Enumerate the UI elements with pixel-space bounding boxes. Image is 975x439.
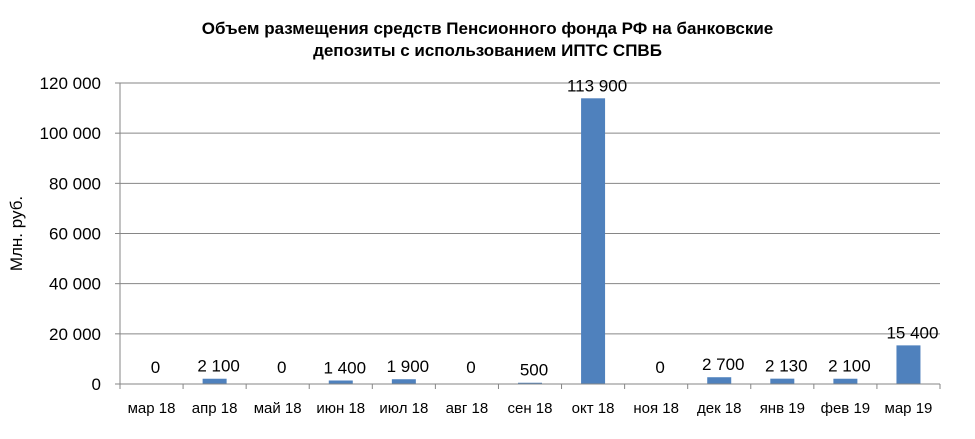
- y-tick-label: 40 000: [49, 275, 101, 294]
- x-tick-label: сен 18: [508, 400, 553, 417]
- bar: [896, 345, 921, 384]
- x-tick-label: авг 18: [446, 400, 489, 417]
- data-label: 1 900: [387, 357, 430, 376]
- x-tick-label: дек 18: [697, 400, 742, 417]
- data-label: 2 100: [197, 357, 240, 376]
- chart-title: Объем размещения средств Пенсионного фон…: [0, 18, 975, 62]
- x-tick-label: янв 19: [760, 400, 805, 417]
- bar: [518, 382, 542, 384]
- data-label: 500: [520, 361, 548, 380]
- x-tick-label: июн 18: [316, 400, 365, 417]
- data-label: 0: [655, 358, 664, 377]
- bars: [202, 98, 921, 384]
- y-tick-label: 80 000: [49, 174, 101, 193]
- x-tick-label: апр 18: [192, 400, 238, 417]
- bar: [391, 379, 416, 384]
- data-label: 2 100: [828, 357, 871, 376]
- data-label: 2 700: [702, 355, 745, 374]
- y-tick-label: 60 000: [49, 225, 101, 244]
- y-axis-label: Млн. руб.: [7, 196, 26, 271]
- y-axis-ticks: 0 20 000 40 000 60 000 80 000 100 000 120 000: [40, 74, 120, 394]
- x-tick-label: мар 19: [885, 400, 933, 417]
- data-label: 0: [466, 358, 475, 377]
- y-tick-label: 20 000: [49, 325, 101, 344]
- x-tick-label: окт 18: [572, 400, 615, 417]
- data-labels: 0 2 100 0 1 400 1 900 0 500 113 900 0 2 700 2 130 2…: [151, 76, 939, 379]
- x-tick-label: июл 18: [379, 400, 428, 417]
- bar: [833, 378, 858, 384]
- data-label: 0: [277, 358, 286, 377]
- x-tick-label: фев 19: [821, 400, 871, 417]
- x-tick-label: ноя 18: [633, 400, 679, 417]
- data-label: 0: [151, 358, 160, 377]
- chart-title-line-1: Объем размещения средств Пенсионного фон…: [201, 19, 774, 38]
- bar: [770, 378, 795, 384]
- chart-title-line-2: депозиты с использованием ИПТС СПВБ: [313, 41, 662, 60]
- x-tick-label: май 18: [254, 400, 302, 417]
- data-label: 2 130: [765, 357, 808, 376]
- grid-lines: [120, 82, 940, 335]
- data-label: 113 900: [567, 76, 627, 95]
- bar: [581, 98, 606, 384]
- bar: [202, 378, 227, 384]
- y-tick-label: 0: [92, 375, 101, 394]
- x-axis-ticks: мар 18 апр 18 май 18 июн 18 июл 18 авг 18 сен …: [119, 384, 941, 417]
- bar: [328, 380, 353, 384]
- y-tick-label: 120 000: [40, 74, 101, 93]
- axes: [119, 83, 940, 385]
- y-tick-label: 100 000: [40, 124, 101, 143]
- bar: [707, 377, 732, 384]
- data-label: 15 400: [886, 323, 938, 342]
- data-label: 1 400: [323, 358, 366, 377]
- x-tick-label: мар 18: [128, 400, 176, 417]
